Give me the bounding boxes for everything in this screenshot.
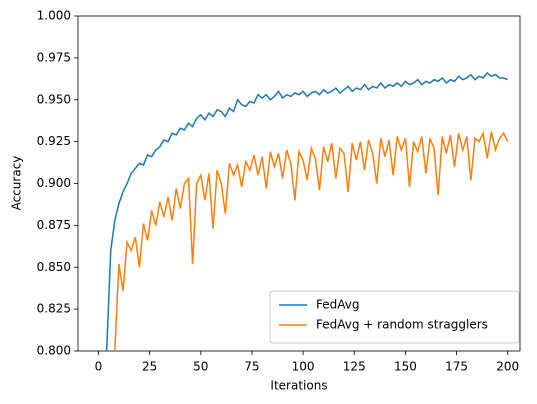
x-tick-label: 175 bbox=[445, 360, 468, 374]
x-tick-label: 150 bbox=[394, 360, 417, 374]
x-tick-label: 200 bbox=[496, 360, 519, 374]
y-tick-label: 0.850 bbox=[37, 260, 71, 274]
y-tick-label: 0.800 bbox=[37, 344, 71, 358]
y-tick-label: 0.925 bbox=[37, 134, 71, 148]
legend-box bbox=[269, 290, 520, 344]
y-tick-label: 0.975 bbox=[37, 50, 71, 64]
x-axis-label: Iterations bbox=[270, 379, 327, 393]
y-tick-label: 0.900 bbox=[37, 176, 71, 190]
legend-label: FedAvg bbox=[316, 298, 359, 312]
x-tick-label: 50 bbox=[193, 360, 208, 374]
legend-label: FedAvg + random stragglers bbox=[316, 318, 488, 332]
y-tick-label: 0.875 bbox=[37, 218, 71, 232]
series-line bbox=[105, 71, 509, 351]
y-axis-label: Accuracy bbox=[10, 156, 24, 211]
x-tick-label: 0 bbox=[95, 360, 103, 374]
x-tick-label: 25 bbox=[142, 360, 157, 374]
y-tick-label: 0.950 bbox=[37, 92, 71, 106]
x-tick-label: 125 bbox=[343, 360, 366, 374]
x-tick-label: 75 bbox=[244, 360, 259, 374]
x-tick-label: 100 bbox=[292, 360, 315, 374]
y-tick-label: 1.000 bbox=[37, 9, 71, 23]
series-line bbox=[114, 130, 509, 351]
y-tick-label: 0.825 bbox=[37, 302, 71, 316]
